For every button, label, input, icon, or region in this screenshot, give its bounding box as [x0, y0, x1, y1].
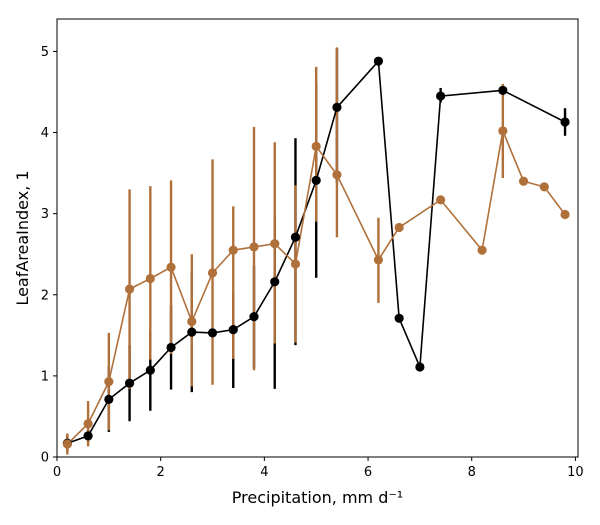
x-tick-label: 4 [260, 465, 268, 480]
y-tick-label: 2 [41, 288, 49, 303]
data-point [187, 316, 197, 327]
data-point [187, 327, 197, 337]
data-point [83, 419, 93, 429]
data-point [104, 376, 114, 387]
data-point [124, 284, 135, 294]
y-axis-label: LeafAreaIndex, 1 [13, 170, 32, 305]
data-point [270, 277, 280, 287]
data-point [228, 245, 238, 255]
data-point [498, 126, 508, 136]
x-axis: 0 2 4 6 8 10 [53, 457, 584, 480]
x-tick-label: 10 [567, 465, 584, 480]
data-point [104, 394, 114, 405]
series-line [66, 128, 566, 445]
data-point [166, 262, 176, 272]
data-point [373, 56, 384, 66]
y-tick-label: 4 [41, 126, 49, 141]
data-point [498, 85, 508, 95]
data-point [124, 378, 135, 388]
data-point [518, 176, 529, 186]
x-tick-label: 0 [53, 465, 61, 480]
data-point [290, 259, 301, 269]
data-point [83, 431, 93, 441]
data-point [166, 342, 176, 353]
data-point [145, 365, 155, 375]
data-point [290, 232, 301, 242]
data-point [415, 362, 425, 372]
data-point [145, 273, 155, 284]
y-axis: 0 1 2 3 4 5 [41, 45, 57, 466]
data-points [62, 56, 570, 449]
data-point [394, 313, 404, 323]
data-point [270, 239, 280, 249]
data-point [332, 170, 342, 180]
data-point [436, 91, 446, 101]
data-point [311, 175, 321, 186]
y-tick-label: 5 [41, 45, 49, 60]
data-point [560, 117, 570, 127]
data-point [394, 222, 404, 233]
error-bars [66, 47, 567, 455]
data-point [249, 312, 259, 322]
data-point [62, 439, 72, 449]
data-point [477, 245, 487, 255]
x-tick-label: 2 [157, 465, 165, 480]
data-point [332, 102, 342, 113]
x-axis-label: Precipitation, mm d⁻¹ [232, 488, 403, 507]
plot-frame [56, 18, 579, 458]
data-point [311, 141, 321, 151]
data-point [560, 209, 570, 220]
data-point [207, 328, 218, 338]
y-tick-label: 0 [41, 451, 49, 466]
y-tick-label: 1 [41, 369, 49, 384]
x-tick-label: 8 [468, 465, 476, 480]
x-tick-label: 6 [364, 465, 372, 480]
data-point [436, 195, 446, 205]
data-point [228, 325, 238, 335]
data-point [249, 242, 259, 252]
data-point [207, 268, 218, 278]
data-point [373, 255, 384, 265]
data-point [539, 182, 549, 192]
y-tick-label: 3 [41, 207, 49, 222]
